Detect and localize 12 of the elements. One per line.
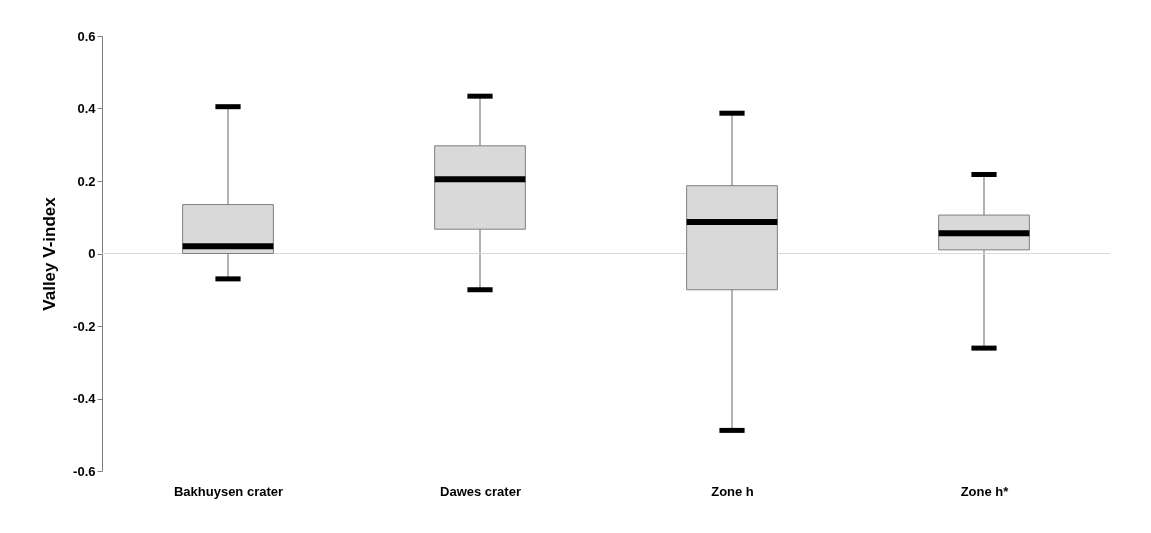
x-tick-label: Zone h: [711, 483, 754, 499]
y-tick-label: 0.6: [77, 28, 96, 44]
x-tick-label: Zone h*: [960, 483, 1010, 499]
y-tick-label: -0.6: [73, 463, 96, 479]
x-tick-label: Bakhuysen crater: [173, 483, 284, 499]
y-tick-label: 0.4: [77, 101, 97, 116]
y-tick-label: -0.4: [73, 391, 97, 406]
y-tick-label: 0: [88, 246, 96, 261]
x-tick-label: Dawes crater: [440, 483, 521, 499]
y-axis-title: Valley V-index: [40, 196, 60, 311]
y-tick-label: 0.2: [77, 173, 96, 189]
y-tick-label: -0.2: [73, 318, 96, 334]
